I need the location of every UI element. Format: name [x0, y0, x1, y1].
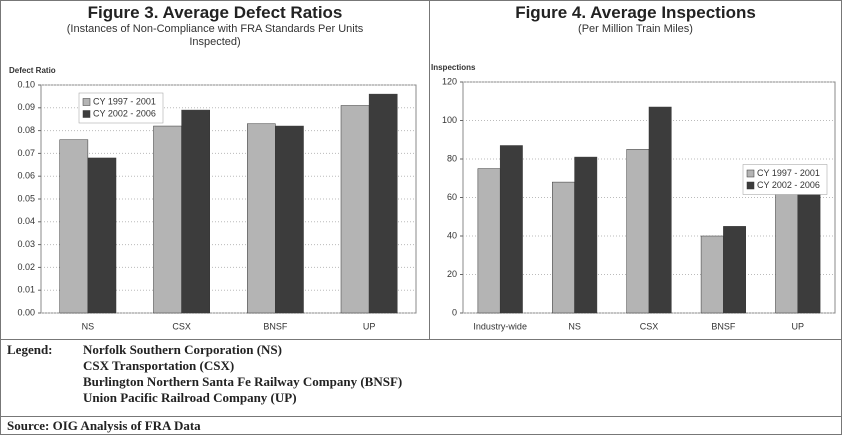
y-tick-label: 0.00: [17, 307, 35, 317]
y-axis-label: Defect Ratio: [9, 66, 56, 75]
x-tick-label: UP: [792, 321, 805, 331]
bar: [59, 139, 89, 314]
header: Figure 3. Average Defect Ratios (Instanc…: [1, 3, 429, 49]
legend-swatch: [746, 181, 755, 190]
charts: Defect Ratio 0.00 0.01 0.02 0.03 0.04 0.05 0.06…: [9, 63, 836, 331]
bar: [626, 149, 650, 314]
chart-title: Figure 4. Average Inspections: [515, 3, 756, 22]
bar: [275, 125, 304, 314]
y-tick-label: 0.04: [17, 216, 35, 226]
panel-left: Figure 3. Average Defect Ratios (Instanc…: [1, 1, 430, 340]
legend-entry: CY 1997 - 2001: [93, 96, 156, 106]
x-tick-label: NS: [82, 321, 95, 331]
legend-entry: CY 2002 - 2006: [757, 180, 820, 190]
chart-subtitle: (Instances of Non-Compliance with FRA St…: [66, 23, 364, 48]
chart-subtitle: (Per Million Train Miles): [578, 23, 693, 35]
y-tick-label: 0.01: [17, 285, 35, 295]
bar: [499, 145, 523, 314]
x-tick-label: CSX: [640, 321, 659, 331]
bar: [552, 181, 575, 314]
legend-text: Legend: Norfolk Southern Corporation (NS…: [1, 342, 841, 417]
legend-swatch: [82, 98, 91, 106]
bar: [368, 93, 398, 314]
bar: [797, 174, 821, 314]
bar: [775, 189, 799, 314]
legend-label: Legend:: [7, 342, 53, 357]
bar: [181, 109, 210, 314]
bar: [87, 157, 117, 314]
x-tick-label: Industry-wide: [473, 321, 527, 331]
y-tick-label: 20: [447, 269, 457, 279]
y-tick-label: 0.03: [17, 239, 35, 249]
legend-swatch: [82, 110, 91, 118]
y-tick-label: 0.05: [17, 193, 35, 203]
legend-entry: CY 2002 - 2006: [93, 108, 156, 118]
legend-item: Norfolk Southern Corporation (NS): [83, 342, 282, 357]
y-tick-label: 60: [447, 192, 457, 202]
bar: [477, 168, 501, 314]
y-tick-label: 80: [447, 153, 457, 163]
header: Figure 4. Average Inspections (Per Milli…: [430, 3, 841, 36]
bar: [723, 226, 746, 314]
bar: [700, 235, 724, 314]
y-tick-label: 0.09: [17, 102, 35, 112]
legend-box: [742, 164, 828, 195]
y-tick-label: 0.08: [17, 125, 35, 135]
x-tick-label: NS: [568, 321, 581, 331]
y-tick-label: 100: [442, 115, 457, 125]
legend-item: Burlington Northern Santa Fe Railway Com…: [83, 374, 403, 389]
y-axis-label: Inspections: [431, 63, 476, 72]
x-tick-label: BNSF: [263, 321, 288, 331]
legend-entry: CY 1997 - 2001: [757, 168, 820, 178]
bar: [574, 156, 598, 314]
y-tick-label: 40: [447, 230, 457, 240]
bar: [247, 123, 276, 314]
bar: [153, 125, 182, 314]
x-tick-label: CSX: [172, 321, 191, 331]
legend-item: Union Pacific Railroad Company (UP): [83, 390, 297, 405]
chart-title: Figure 3. Average Defect Ratios: [87, 3, 343, 22]
x-tick-label: BNSF: [711, 321, 736, 331]
y-tick-label: 120: [442, 76, 457, 86]
y-tick-label: 0: [452, 307, 457, 317]
bar: [340, 105, 370, 314]
legend-box: [78, 92, 164, 124]
y-tick-label: 0.02: [17, 262, 35, 272]
source: Source: OIG Analysis of FRA Data: [7, 418, 201, 433]
y-tick-label: 0.06: [17, 171, 35, 181]
y-tick-label: 0.07: [17, 148, 35, 158]
x-tick-label: UP: [363, 321, 376, 331]
y-tick-label: 0.10: [17, 79, 35, 89]
legend-item: CSX Transportation (CSX): [83, 358, 235, 373]
legend-swatch: [746, 169, 755, 178]
bar: [648, 106, 672, 314]
legend-items: Norfolk Southern Corporation (NS) CSX Tr…: [83, 342, 402, 405]
panel-right: Figure 4. Average Inspections (Per Milli…: [430, 1, 841, 340]
